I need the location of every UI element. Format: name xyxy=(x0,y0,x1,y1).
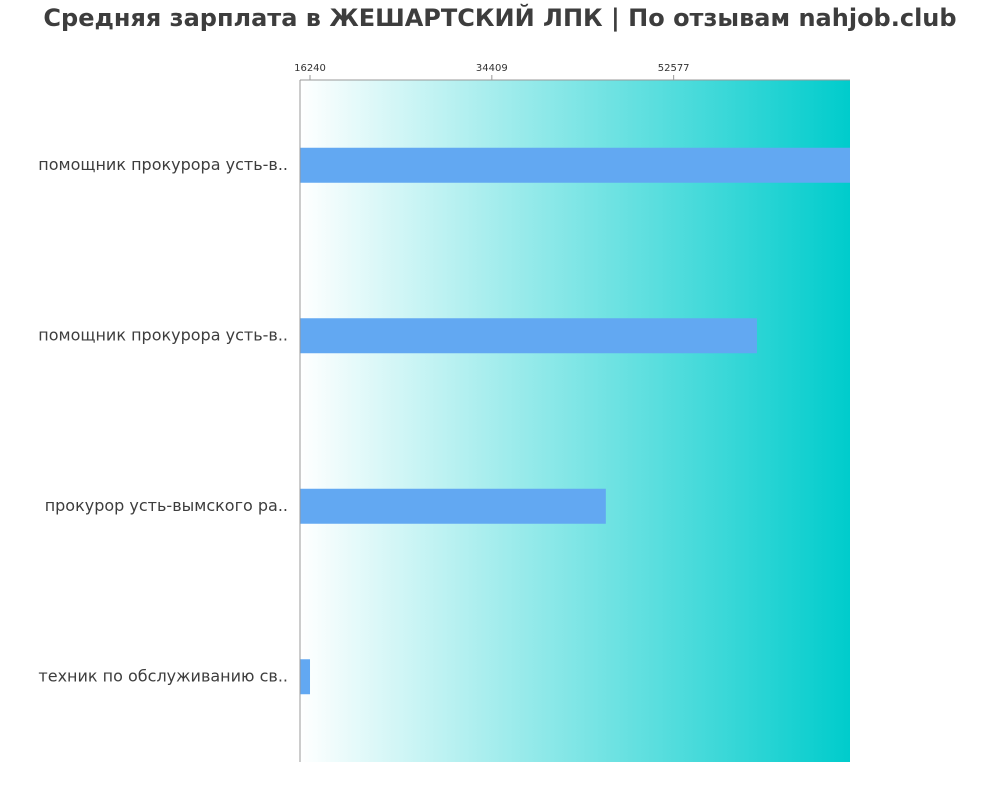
category-label-1: помощник прокурора усть-в.. xyxy=(38,155,288,174)
bar-4 xyxy=(300,659,311,695)
bars-layer xyxy=(300,147,850,695)
x-ticks-layer: 16240 34409 52577 xyxy=(294,63,690,80)
bar-1 xyxy=(300,147,850,183)
category-labels-layer: помощник прокурора усть-в.. помощник прок… xyxy=(38,155,288,686)
plot-background xyxy=(300,80,850,762)
x-tick-label-1: 16240 xyxy=(294,63,326,74)
x-tick-label-2: 34409 xyxy=(476,63,508,74)
category-label-4: техник по обслуживанию св.. xyxy=(38,666,288,685)
bar-3 xyxy=(300,488,606,524)
category-label-2: помощник прокурора усть-в.. xyxy=(38,325,288,344)
category-label-3: прокурор усть-вымского ра.. xyxy=(45,496,288,515)
bar-2 xyxy=(300,318,757,354)
chart-title: Средняя зарплата в ЖЕШАРТСКИЙ ЛПК | По о… xyxy=(43,4,957,32)
x-tick-label-3: 52577 xyxy=(658,63,690,74)
